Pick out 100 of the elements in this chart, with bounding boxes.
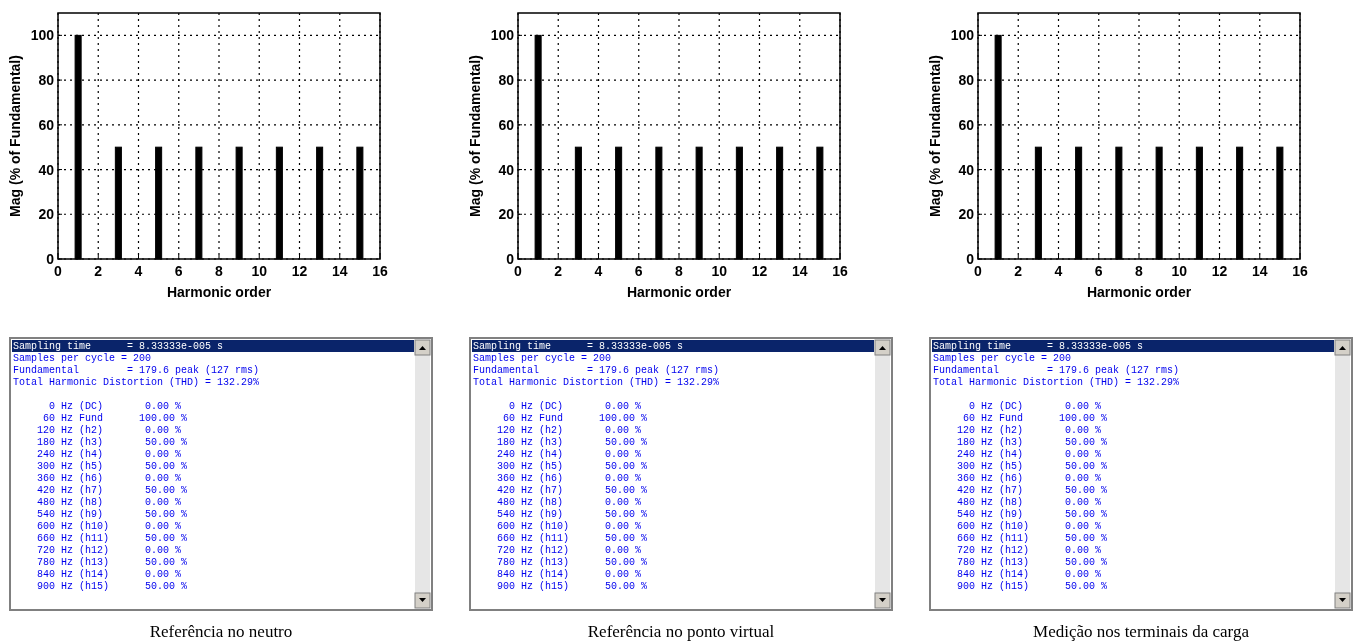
x-tick-label: 10	[711, 263, 728, 279]
x-tick-label: 2	[554, 263, 563, 279]
x-tick-label: 12	[1211, 263, 1228, 279]
y-tick-label: 60	[38, 116, 55, 133]
text: 720 Hz (h12) 0.00 %	[13, 545, 182, 556]
y-tick-label: 40	[958, 161, 975, 178]
text: 780 Hz (h13) 50.00 %	[13, 557, 188, 568]
text: 480 Hz (h8) 0.00 %	[933, 497, 1102, 508]
text: 300 Hz (h5) 50.00 %	[933, 461, 1108, 472]
text: Sampling time = 8.33333e-005 s	[13, 341, 224, 352]
text: 240 Hz (h4) 0.00 %	[13, 449, 182, 460]
y-tick-label: 60	[958, 116, 975, 133]
text: 720 Hz (h12) 0.00 %	[933, 545, 1102, 556]
y-tick-label: 40	[498, 161, 515, 178]
text: 540 Hz (h9) 50.00 %	[933, 509, 1108, 520]
x-axis-title: Harmonic order	[626, 284, 732, 300]
text: Total Harmonic Distortion (THD) = 132.29%	[933, 377, 1180, 388]
text: 600 Hz (h10) 0.00 %	[13, 521, 182, 532]
text: Sampling time = 8.33333e-005 s	[933, 341, 1144, 352]
x-axis-title: Harmonic order	[166, 284, 272, 300]
text: 360 Hz (h6) 0.00 %	[13, 473, 182, 484]
y-tick-label: 60	[498, 116, 515, 133]
text: 360 Hz (h6) 0.00 %	[933, 473, 1102, 484]
text: 780 Hz (h13) 50.00 %	[933, 557, 1108, 568]
y-tick-label: 20	[958, 206, 975, 223]
x-tick-label: 16	[832, 263, 848, 279]
text: 540 Hz (h9) 50.00 %	[473, 509, 648, 520]
x-tick-label: 12	[751, 263, 768, 279]
text: Samples per cycle = 200	[933, 353, 1072, 364]
text: 300 Hz (h5) 50.00 %	[473, 461, 648, 472]
text: 420 Hz (h7) 50.00 %	[933, 485, 1108, 496]
y-tick-label: 100	[490, 27, 515, 44]
text: 180 Hz (h3) 50.00 %	[13, 437, 188, 448]
text: 60 Hz Fund 100.00 %	[13, 413, 188, 424]
y-tick-label: 80	[38, 72, 55, 89]
text: Fundamental = 179.6 peak (127 rms)	[473, 365, 720, 376]
text: Samples per cycle = 200	[473, 353, 612, 364]
y-tick-label: 80	[958, 72, 975, 89]
x-tick-label: 2	[94, 263, 103, 279]
text: Fundamental = 179.6 peak (127 rms)	[13, 365, 260, 376]
text: 300 Hz (h5) 50.00 %	[13, 461, 188, 472]
text: 480 Hz (h8) 0.00 %	[13, 497, 182, 508]
text: 360 Hz (h6) 0.00 %	[473, 473, 642, 484]
y-tick-label: 0	[46, 251, 55, 267]
x-tick-label: 10	[251, 263, 268, 279]
text: Referência no neutro	[149, 622, 293, 641]
x-tick-label: 10	[1171, 263, 1188, 279]
y-tick-label: 40	[38, 161, 55, 178]
y-tick-label: 20	[498, 206, 515, 223]
text: 60 Hz Fund 100.00 %	[473, 413, 648, 424]
x-tick-label: 6	[174, 263, 183, 279]
text: 240 Hz (h4) 0.00 %	[473, 449, 642, 460]
text: 660 Hz (h11) 50.00 %	[13, 533, 188, 544]
y-tick-label: 0	[966, 251, 975, 267]
x-tick-label: 2	[1014, 263, 1023, 279]
x-tick-label: 6	[634, 263, 643, 279]
x-tick-label: 12	[291, 263, 308, 279]
text: Referência no ponto virtual	[587, 622, 775, 641]
text: 240 Hz (h4) 0.00 %	[933, 449, 1102, 460]
y-tick-label: 20	[38, 206, 55, 223]
text: 660 Hz (h11) 50.00 %	[473, 533, 648, 544]
x-tick-label: 8	[675, 263, 684, 279]
text: 120 Hz (h2) 0.00 %	[473, 425, 642, 436]
text: 840 Hz (h14) 0.00 %	[13, 569, 182, 580]
x-tick-label: 8	[1135, 263, 1144, 279]
text: Samples per cycle = 200	[13, 353, 152, 364]
text: 180 Hz (h3) 50.00 %	[933, 437, 1108, 448]
text: Sampling time = 8.33333e-005 s	[473, 341, 684, 352]
text: Total Harmonic Distortion (THD) = 132.29%	[13, 377, 260, 388]
text: 840 Hz (h14) 0.00 %	[473, 569, 642, 580]
text: 900 Hz (h15) 50.00 %	[13, 581, 188, 592]
text: 420 Hz (h7) 50.00 %	[13, 485, 188, 496]
x-tick-label: 4	[1054, 263, 1063, 279]
text: 420 Hz (h7) 50.00 %	[473, 485, 648, 496]
text: 0 Hz (DC) 0.00 %	[473, 401, 642, 412]
text: 840 Hz (h14) 0.00 %	[933, 569, 1102, 580]
text: 660 Hz (h11) 50.00 %	[933, 533, 1108, 544]
text: Medição nos terminais da carga	[1033, 622, 1250, 641]
y-tick-label: 100	[950, 27, 975, 44]
x-tick-label: 16	[372, 263, 388, 279]
y-axis-title: Mag (% of Fundamental)	[7, 55, 23, 217]
text: 900 Hz (h15) 50.00 %	[473, 581, 648, 592]
text: Total Harmonic Distortion (THD) = 132.29%	[473, 377, 720, 388]
text: Fundamental = 179.6 peak (127 rms)	[933, 365, 1180, 376]
x-tick-label: 8	[215, 263, 224, 279]
x-tick-label: 14	[331, 263, 348, 279]
y-axis-title: Mag (% of Fundamental)	[467, 55, 483, 217]
text: 900 Hz (h15) 50.00 %	[933, 581, 1108, 592]
text: 120 Hz (h2) 0.00 %	[933, 425, 1102, 436]
text: 540 Hz (h9) 50.00 %	[13, 509, 188, 520]
text: 0 Hz (DC) 0.00 %	[933, 401, 1102, 412]
text: 180 Hz (h3) 50.00 %	[473, 437, 648, 448]
x-tick-label: 16	[1292, 263, 1308, 279]
text: 120 Hz (h2) 0.00 %	[13, 425, 182, 436]
x-tick-label: 14	[1251, 263, 1268, 279]
text: 780 Hz (h13) 50.00 %	[473, 557, 648, 568]
text: 600 Hz (h10) 0.00 %	[933, 521, 1102, 532]
x-axis-title: Harmonic order	[1086, 284, 1192, 300]
y-axis-title: Mag (% of Fundamental)	[927, 55, 943, 217]
y-tick-label: 80	[498, 72, 515, 89]
